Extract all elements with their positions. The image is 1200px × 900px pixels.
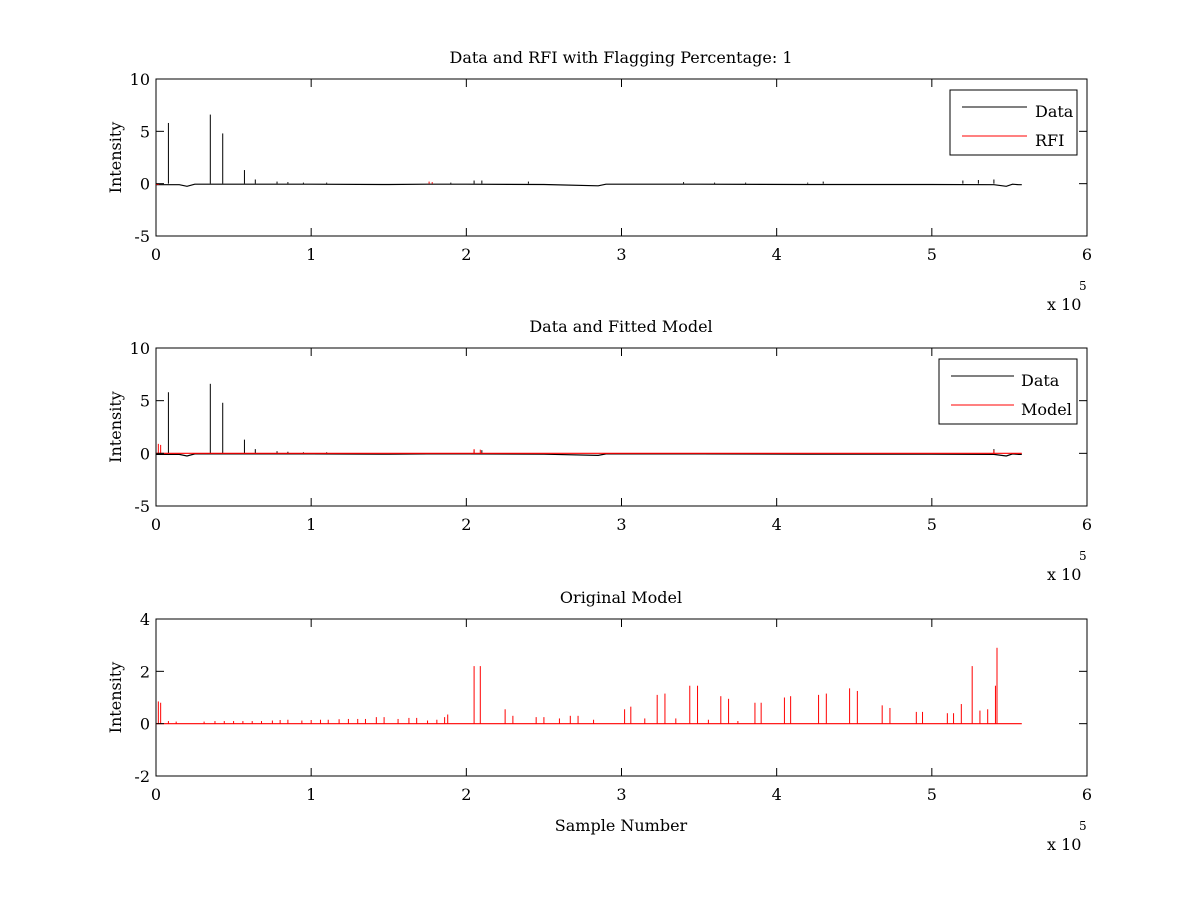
y-tick-label: 0	[140, 444, 150, 463]
x-tick-label: 5	[927, 785, 937, 804]
x-tick-label: 2	[461, 245, 471, 264]
y-tick-label: 5	[140, 122, 150, 141]
subplot-2-x-multiplier: x 10	[1047, 565, 1081, 584]
subplot-1-x-multiplier: x 10	[1047, 295, 1081, 314]
subplot-2-title: Data and Fitted Model	[529, 317, 712, 336]
x-tick-label: 1	[306, 245, 316, 264]
x-tick-label: 3	[616, 515, 626, 534]
subplot-1-ylabel: Intensity	[106, 122, 125, 194]
x-tick-label: 4	[772, 785, 782, 804]
y-tick-label: 0	[140, 715, 150, 734]
x-tick-label: 0	[151, 245, 161, 264]
subplot-2-legend-box	[938, 358, 1078, 425]
y-tick-label: 10	[130, 339, 150, 358]
subplot-3-x-multiplier-exponent: 5	[1079, 819, 1087, 833]
subplot-1: Data and RFI with Flagging Percentage: 1…	[106, 48, 1092, 314]
subplot-1-legend-box	[949, 89, 1078, 156]
subplot-2-plot	[156, 383, 1022, 457]
y-tick-label: -2	[134, 767, 150, 786]
y-tick-label: 0	[140, 175, 150, 194]
subplot-1-x-multiplier-exponent: 5	[1079, 279, 1087, 293]
x-tick-label: 3	[616, 245, 626, 264]
subplot-2-axes	[155, 347, 1088, 507]
x-tick-label: 5	[927, 245, 937, 264]
legend-label-data-2: Data	[1021, 371, 1060, 390]
x-tick-label: 6	[1082, 245, 1092, 264]
x-tick-label: 6	[1082, 515, 1092, 534]
y-tick-label: -5	[134, 497, 150, 516]
x-tick-label: 1	[306, 515, 316, 534]
y-tick-label: -5	[134, 227, 150, 246]
subplot-3-xlabel: Sample Number	[555, 816, 688, 835]
subplot-3-plot	[156, 647, 1022, 725]
x-tick-label: 0	[151, 515, 161, 534]
y-tick-label: 2	[140, 662, 150, 681]
x-tick-label: 4	[772, 245, 782, 264]
legend-label-rfi: RFI	[1035, 131, 1064, 150]
x-tick-label: 3	[616, 785, 626, 804]
legend-label-data: Data	[1035, 102, 1074, 121]
subplot-1-plot	[156, 114, 1022, 187]
subplot-1-axes	[155, 78, 1088, 237]
subplot-3-x-multiplier: x 10	[1047, 835, 1081, 854]
x-tick-label: 1	[306, 785, 316, 804]
x-tick-label: 2	[461, 785, 471, 804]
subplot-1-title: Data and RFI with Flagging Percentage: 1	[449, 48, 792, 67]
x-tick-label: 6	[1082, 785, 1092, 804]
y-tick-label: 10	[130, 70, 150, 89]
subplot-2-legend: Data Model	[938, 358, 1078, 425]
y-tick-label: 4	[140, 610, 150, 629]
x-tick-label: 5	[927, 515, 937, 534]
subplot-3-ylabel: Intensity	[106, 662, 125, 734]
subplot-3-title: Original Model	[560, 588, 682, 607]
x-tick-label: 2	[461, 515, 471, 534]
subplot-2-ylabel: Intensity	[106, 391, 125, 463]
subplot-3-axes	[155, 618, 1088, 777]
x-tick-label: 0	[151, 785, 161, 804]
x-tick-label: 4	[772, 515, 782, 534]
legend-label-model: Model	[1021, 400, 1072, 419]
subplot-1-legend: Data RFI	[949, 89, 1078, 156]
series-data-baseline	[156, 183, 1022, 187]
subplot-2-x-multiplier-exponent: 5	[1079, 549, 1087, 563]
y-tick-label: 5	[140, 392, 150, 411]
